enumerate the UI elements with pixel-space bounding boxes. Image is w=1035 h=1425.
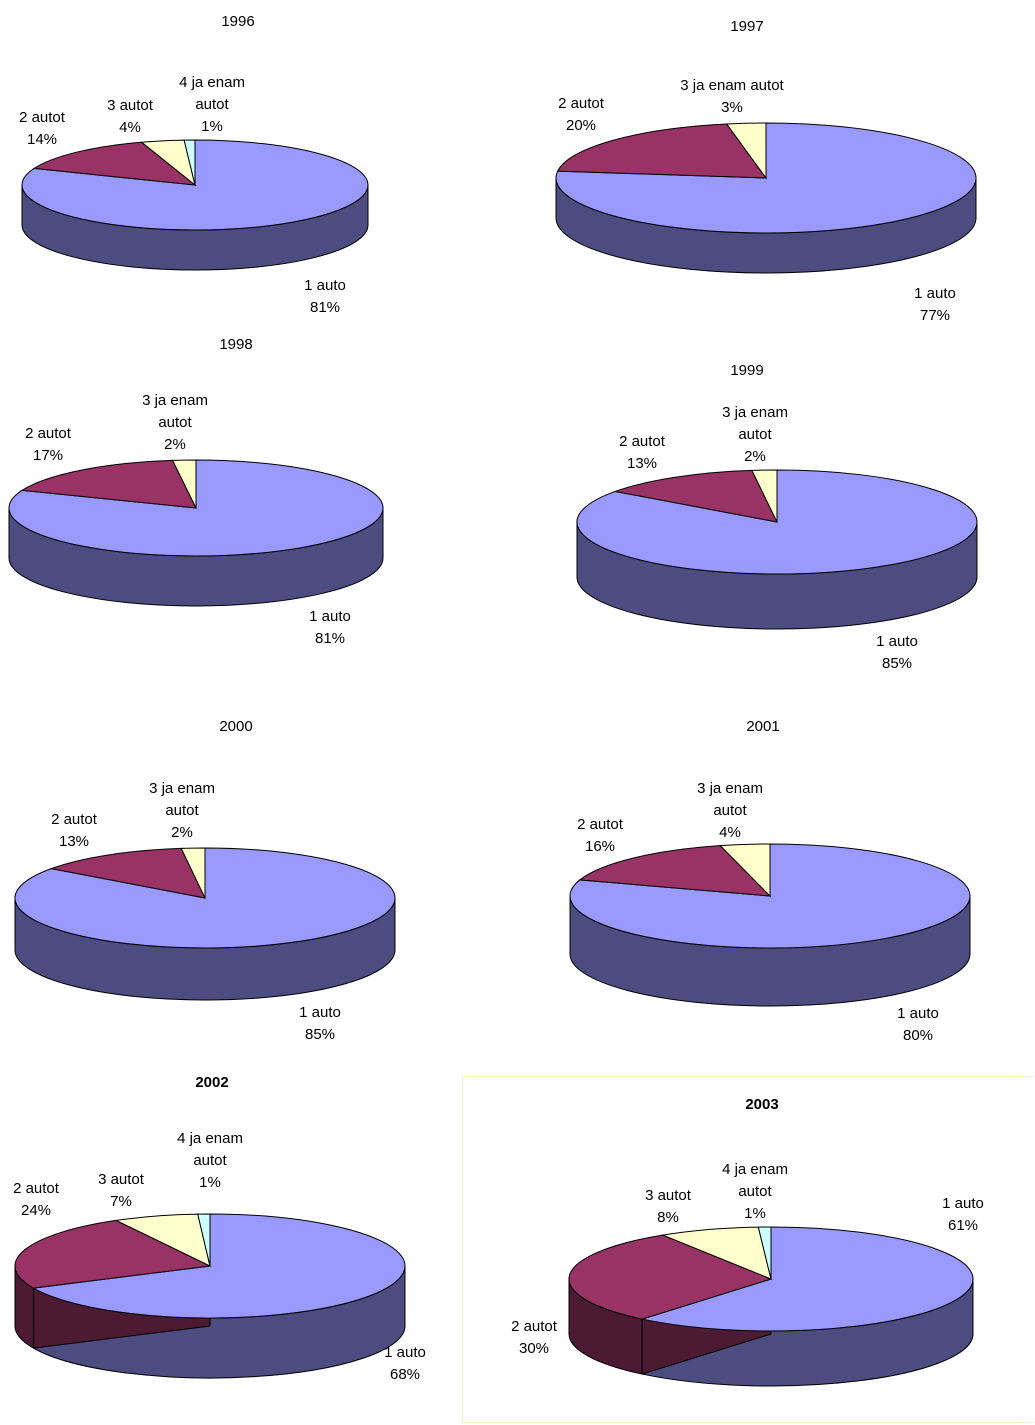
chart-title: 1996 [221,13,254,30]
data-label-3-autot: 3 autot 8% [645,1187,692,1226]
data-label-1-auto: 1 auto 68% [384,1344,426,1383]
data-label-2-autot: 2 autot 20% [558,95,605,134]
pie-slice-3-ja-enam-autot [719,843,771,898]
pie-chart-1997: 1997 1 auto 77% 2 autot 20% 3 ja enam autot 3% [555,18,977,324]
pie-chart-2003: 2003 1 auto 61% 2 autot 30% 3 autot 8% 4 ja ena… [511,1096,984,1387]
pie-slice-4-ja-enam-autot [197,1213,211,1267]
data-label-1-auto: 1 auto 81% [304,277,346,316]
pie-slice-2-autot [14,1219,212,1289]
pie-slice-3-ja-enam-autot [171,459,197,509]
pie-slice-2-autot [613,469,778,523]
chart-title: 1999 [730,362,763,379]
pie-slice-1-auto [555,122,977,234]
data-label-1-auto: 1 auto 85% [299,1004,341,1043]
data-label-2-autot: 2 autot 24% [13,1180,60,1219]
data-label-3-ja-enam-autot: 3 ja enam autot 2% [142,392,208,453]
pie-slice-2-autot [20,459,197,509]
data-label-3-ja-enam-autot: 3 ja enam autot 2% [149,780,215,841]
pie-slice-1-auto [31,1213,406,1319]
data-label-1-auto: 1 auto 77% [914,285,956,324]
pie-chart-2002: 2002 1 auto 68% 2 autot 24% 3 autot 7% 4 ja ena… [13,1074,426,1383]
chart-frame-2003 [462,1076,1034,1423]
data-label-2-autot: 2 autot 16% [577,816,624,855]
data-label-3-ja-enam-autot: 3 ja enam autot 3% [680,77,784,116]
data-label-1-auto: 1 auto 85% [876,633,918,672]
chart-title: 2003 [745,1096,778,1113]
pie-slice-2-autot [49,847,206,899]
pie-slice-2-autot [556,123,768,179]
data-label-2-autot: 2 autot 14% [19,109,66,148]
pie-slice-4-ja-enam-autot [183,139,196,186]
pie-chart-1999: 1999 1 auto 85% 2 autot 13% 3 ja enam autot 2% [576,362,978,672]
chart-title: 2000 [219,718,252,735]
data-label-3-autot: 3 autot 7% [98,1171,145,1210]
pie-chart-1996: 1996 1 auto 81% 2 autot 14% 3 autot 4% 4 ja ena… [19,13,369,316]
pie-slice-3-autot [660,1226,772,1280]
pie-chart-2001: 2001 1 auto 80% 2 autot 16% 3 ja enam autot 4% [569,718,971,1044]
pie-slice-1-auto [640,1226,974,1332]
pie-slice-3-ja-enam-autot [751,469,778,523]
data-label-4-ja-enam-autot: 4 ja enam autot 1% [722,1161,788,1222]
pie-slice-2-autot [568,1234,773,1320]
data-label-3-ja-enam-autot: 3 ja enam autot 4% [697,780,763,841]
pie-slice-3-ja-enam-autot [180,847,206,899]
pie-slice-2-autot [578,845,772,897]
pie-slice-3-ja-enam-autot [725,122,767,180]
pie-slice-4-ja-enam-autot [757,1226,772,1280]
data-label-3-ja-enam-autot: 3 ja enam autot 2% [722,404,788,465]
data-label-3-autot: 3 autot 4% [107,97,154,136]
data-label-4-ja-enam-autot: 4 ja enam autot 1% [177,1130,243,1191]
chart-title: 2002 [195,1074,228,1091]
pie-chart-2000: 2000 1 auto 85% 2 autot 13% 3 ja enam autot 2% [14,718,396,1043]
pie-chart-1998: 1998 1 auto 81% 2 autot 17% 3 ja enam autot 2% [8,336,384,647]
data-label-2-autot: 2 autot 17% [25,425,72,464]
chart-title: 2001 [746,718,779,735]
data-label-2-autot: 2 autot 13% [619,433,666,472]
data-label-1-auto: 1 auto 61% [942,1195,984,1234]
data-label-2-autot: 2 autot 30% [511,1318,558,1357]
data-label-1-auto: 1 auto 80% [897,1005,939,1044]
data-label-1-auto: 1 auto 81% [309,608,351,647]
data-label-4-ja-enam-autot: 4 ja enam autot 1% [179,74,245,135]
chart-title: 1998 [219,336,252,353]
chart-title: 1997 [730,18,763,35]
data-label-2-autot: 2 autot 13% [51,811,98,850]
